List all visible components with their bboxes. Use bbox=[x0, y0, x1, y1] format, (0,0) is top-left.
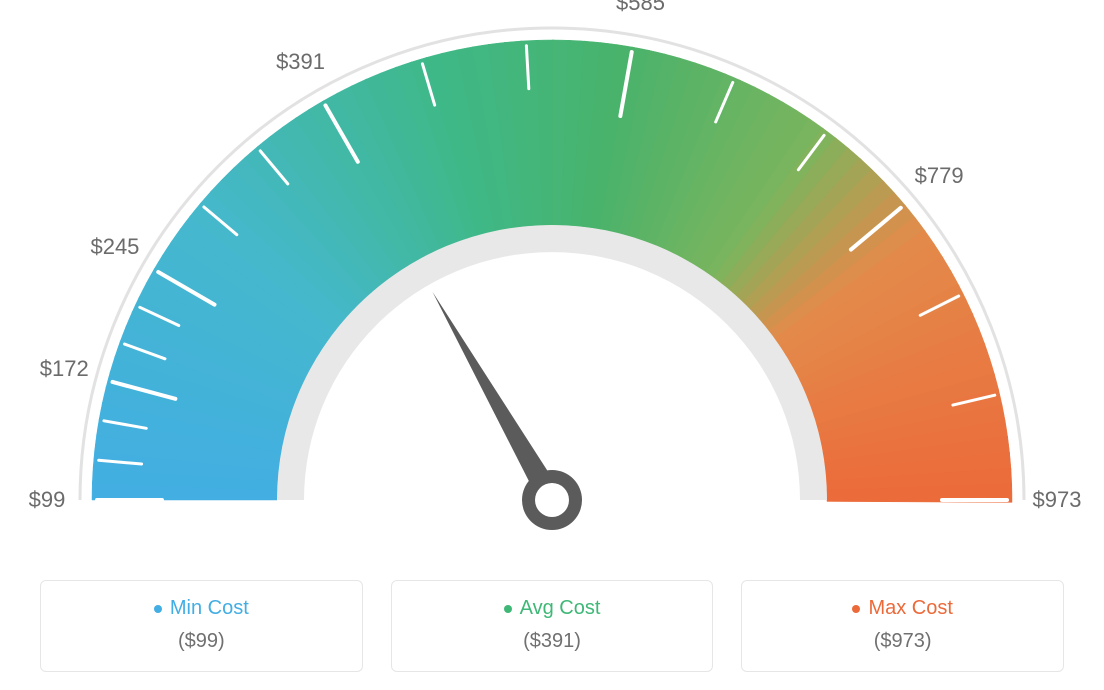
legend-title-min: Min Cost bbox=[51, 597, 352, 620]
legend-card-avg: Avg Cost ($391) bbox=[391, 580, 714, 672]
legend-row: Min Cost ($99) Avg Cost ($391) Max Cost … bbox=[40, 580, 1064, 672]
gauge-tick-label: $245 bbox=[90, 234, 139, 260]
gauge-tick-label: $585 bbox=[616, 0, 665, 16]
legend-value-max: ($973) bbox=[752, 630, 1053, 653]
gauge-tick-label: $172 bbox=[40, 356, 89, 382]
gauge-svg bbox=[0, 0, 1104, 560]
legend-title-max: Max Cost bbox=[752, 597, 1053, 620]
legend-value-avg: ($391) bbox=[402, 630, 703, 653]
legend-card-max: Max Cost ($973) bbox=[741, 580, 1064, 672]
legend-card-min: Min Cost ($99) bbox=[40, 580, 363, 672]
legend-value-min: ($99) bbox=[51, 630, 352, 653]
legend-title-avg: Avg Cost bbox=[402, 597, 703, 620]
gauge-tick-label: $391 bbox=[276, 49, 325, 75]
gauge-chart: $99 $172 $245 $391 $585 $779 $973 bbox=[0, 0, 1104, 560]
gauge-tick-label: $779 bbox=[915, 163, 964, 189]
gauge-tick-label: $973 bbox=[1033, 487, 1082, 513]
gauge-tick-label: $99 bbox=[29, 487, 66, 513]
